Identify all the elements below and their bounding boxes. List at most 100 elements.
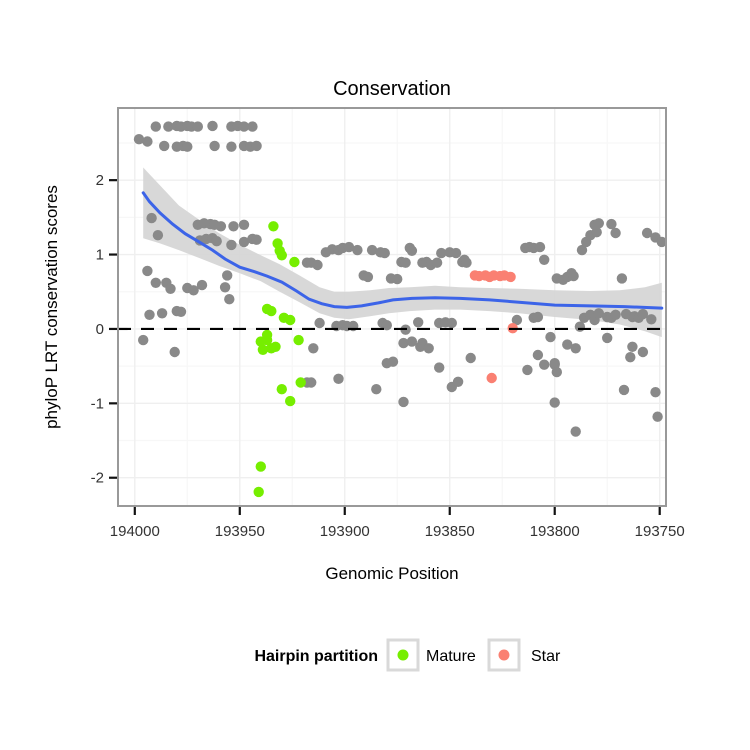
data-point-unpartitioned bbox=[312, 259, 323, 271]
data-point-unpartitioned bbox=[606, 218, 617, 230]
data-point-unpartitioned bbox=[446, 317, 457, 329]
data-point-star bbox=[486, 372, 497, 384]
data-point-unpartitioned bbox=[650, 387, 661, 398]
x-axis-title: Genomic Position bbox=[325, 564, 458, 583]
data-point-unpartitioned bbox=[434, 362, 445, 373]
data-point-mature bbox=[285, 395, 296, 407]
y-tick-label: 2 bbox=[96, 172, 104, 189]
data-point-unpartitioned bbox=[219, 282, 231, 293]
data-point-unpartitioned bbox=[637, 346, 649, 358]
data-point-unpartitioned bbox=[150, 277, 161, 288]
data-point-unpartitioned bbox=[156, 308, 168, 319]
mature-dot-icon bbox=[397, 649, 409, 661]
data-point-unpartitioned bbox=[215, 221, 227, 232]
data-point-unpartitioned bbox=[652, 411, 663, 422]
data-point-star bbox=[505, 271, 516, 283]
data-point-unpartitioned bbox=[656, 236, 667, 248]
data-point-unpartitioned bbox=[450, 247, 462, 259]
data-point-unpartitioned bbox=[532, 349, 544, 361]
data-point-mature bbox=[253, 486, 264, 498]
data-point-unpartitioned bbox=[562, 339, 573, 350]
data-point-unpartitioned bbox=[570, 343, 581, 354]
data-point-unpartitioned bbox=[398, 337, 409, 349]
data-point-unpartitioned bbox=[568, 270, 579, 282]
data-point-unpartitioned bbox=[591, 227, 602, 238]
data-point-unpartitioned bbox=[196, 279, 208, 291]
data-point-unpartitioned bbox=[576, 244, 588, 256]
data-point-unpartitioned bbox=[366, 244, 378, 256]
legend-title: Hairpin partition bbox=[254, 648, 378, 665]
x-tick-label: 194000 bbox=[110, 523, 160, 540]
data-point-unpartitioned bbox=[549, 358, 560, 369]
data-point-unpartitioned bbox=[209, 140, 220, 152]
data-point-unpartitioned bbox=[226, 141, 237, 152]
data-point-unpartitioned bbox=[539, 254, 550, 265]
x-tick-label: 193750 bbox=[635, 523, 685, 540]
data-point-unpartitioned bbox=[251, 234, 262, 245]
data-point-unpartitioned bbox=[343, 241, 355, 253]
data-point-unpartitioned bbox=[431, 257, 443, 268]
smooth-confidence-ribbon bbox=[143, 167, 662, 338]
legend: Hairpin partition Mature Star bbox=[254, 638, 561, 672]
data-point-unpartitioned bbox=[371, 384, 382, 395]
data-point-unpartitioned bbox=[192, 121, 203, 132]
data-point-unpartitioned bbox=[637, 308, 649, 320]
data-point-mature bbox=[289, 256, 300, 268]
data-point-mature bbox=[261, 334, 273, 346]
data-point-unpartitioned bbox=[159, 140, 170, 152]
data-point-unpartitioned bbox=[150, 121, 161, 132]
data-point-unpartitioned bbox=[165, 283, 176, 294]
data-point-unpartitioned bbox=[436, 247, 447, 259]
data-point-unpartitioned bbox=[574, 321, 586, 332]
data-point-unpartitioned bbox=[387, 356, 399, 367]
data-point-unpartitioned bbox=[511, 314, 523, 326]
data-point-unpartitioned bbox=[238, 219, 250, 230]
data-point-unpartitioned bbox=[539, 359, 550, 370]
legend-label-star: Star bbox=[531, 648, 561, 665]
data-point-unpartitioned bbox=[398, 396, 409, 408]
data-point-unpartitioned bbox=[381, 320, 392, 331]
data-point-unpartitioned bbox=[423, 343, 434, 354]
data-point-unpartitioned bbox=[228, 221, 239, 232]
data-point-unpartitioned bbox=[618, 384, 630, 396]
legend-key-mature bbox=[386, 638, 420, 672]
data-point-unpartitioned bbox=[144, 309, 155, 320]
data-point-unpartitioned bbox=[222, 270, 233, 281]
data-point-unpartitioned bbox=[133, 134, 145, 145]
data-point-unpartitioned bbox=[452, 376, 464, 387]
legend-label-mature: Mature bbox=[426, 648, 476, 665]
data-point-unpartitioned bbox=[522, 364, 533, 376]
data-point-unpartitioned bbox=[610, 227, 621, 239]
data-point-unpartitioned bbox=[406, 245, 418, 256]
y-tick-label: 0 bbox=[96, 321, 104, 338]
data-point-unpartitioned bbox=[551, 366, 562, 378]
data-point-unpartitioned bbox=[247, 121, 258, 132]
data-point-unpartitioned bbox=[593, 218, 604, 229]
y-tick-label: -2 bbox=[91, 470, 104, 487]
smooth-line bbox=[141, 191, 664, 310]
data-point-unpartitioned bbox=[406, 336, 418, 347]
data-point-unpartitioned bbox=[142, 136, 153, 147]
data-point-mature bbox=[276, 384, 287, 395]
data-point-unpartitioned bbox=[238, 121, 250, 132]
panel-border bbox=[117, 107, 667, 507]
data-point-unpartitioned bbox=[207, 120, 218, 132]
data-point-unpartitioned bbox=[641, 227, 653, 239]
data-point-unpartitioned bbox=[251, 140, 262, 152]
data-point-unpartitioned bbox=[570, 426, 581, 437]
x-tick-label: 193850 bbox=[425, 523, 475, 540]
data-point-unpartitioned bbox=[152, 230, 164, 241]
star-dot-icon bbox=[498, 649, 510, 661]
data-point-unpartitioned bbox=[362, 271, 374, 283]
data-point-unpartitioned bbox=[175, 306, 187, 317]
data-point-unpartitioned bbox=[138, 334, 149, 346]
chart-title: Conservation bbox=[333, 78, 451, 100]
data-point-unpartitioned bbox=[188, 285, 199, 296]
x-tick-label: 193800 bbox=[530, 523, 580, 540]
data-point-unpartitioned bbox=[224, 294, 235, 305]
data-point-mature bbox=[266, 305, 277, 317]
data-point-mature bbox=[293, 334, 304, 346]
data-point-unpartitioned bbox=[625, 352, 636, 363]
data-point-unpartitioned bbox=[465, 352, 476, 364]
